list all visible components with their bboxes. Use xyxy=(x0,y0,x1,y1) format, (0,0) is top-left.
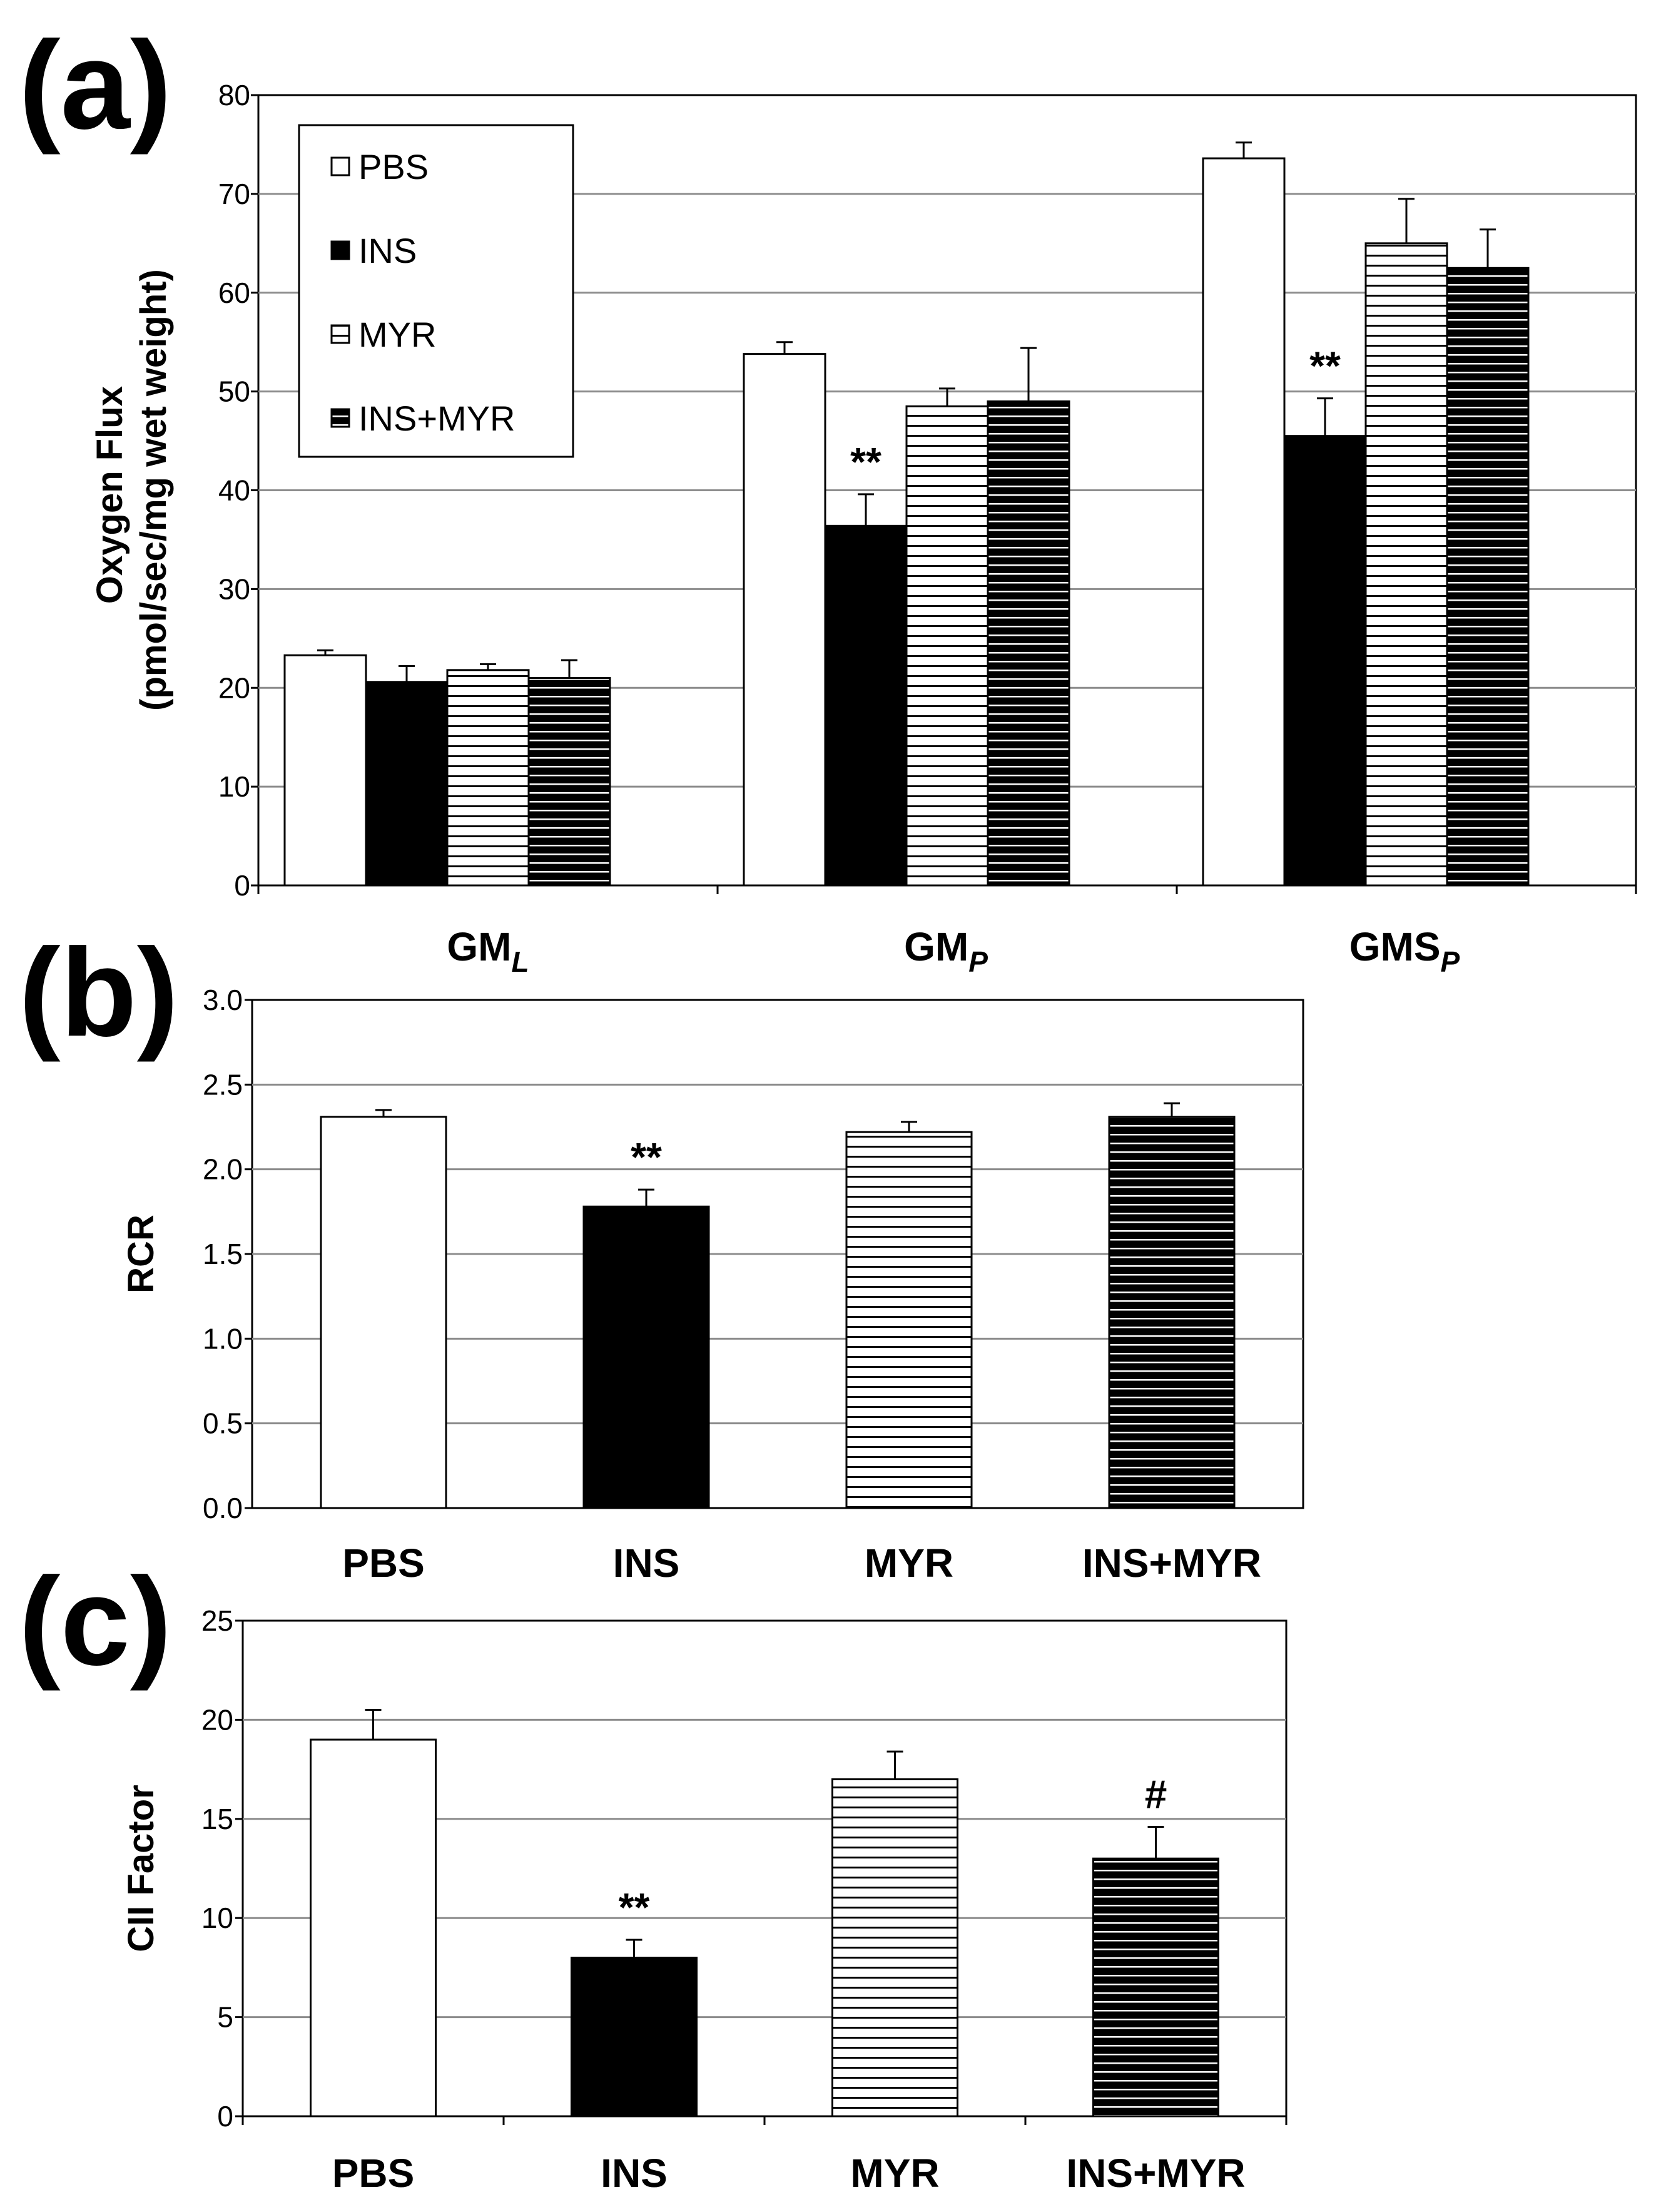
bar-pbs-gmsp xyxy=(1202,157,1286,887)
panel-a-category-gm-l: GML xyxy=(447,924,529,978)
bar-ins-gml xyxy=(365,681,449,887)
panel-b-category-myr: MYR xyxy=(865,1541,953,1586)
panel-c-label: (c) xyxy=(19,1552,171,1691)
panel-c-y-tick-label: 15 xyxy=(201,1803,233,1835)
panel-a-bars: ** ** xyxy=(283,141,1530,887)
legend-label-ins-myr: INS+MYR xyxy=(358,399,516,438)
bar-ins xyxy=(571,1957,698,2118)
panel-a-category-gm-p-base: GM xyxy=(904,924,968,969)
panel-a-category-gm-l-sub: L xyxy=(511,945,529,978)
panel-c-category-ins-myr: INS+MYR xyxy=(1066,2151,1245,2196)
panel-a-category-gm-p: GMP xyxy=(904,924,988,978)
bar-ins-myr-gmsp xyxy=(1446,267,1530,887)
bar-myr xyxy=(845,1131,973,1509)
panel-a-category-gms-p-base: GMS xyxy=(1349,924,1441,969)
panel-c-y-tick-label: 5 xyxy=(217,2001,233,2034)
panel-a: (a) ** ** 0 10 20 30 40 50 60 70 80 Oxygen Flux (… xyxy=(19,16,1637,978)
bar-myr-gmp xyxy=(905,405,989,887)
legend-swatch-ins xyxy=(330,240,350,260)
bar-ins-myr-gmp xyxy=(987,400,1070,887)
significance-marker-ins: ** xyxy=(631,1134,662,1180)
panel-a-y-tick-label: 50 xyxy=(218,375,250,408)
bar-ins-gmp xyxy=(824,524,908,887)
panel-a-y-axis-title: Oxygen Flux (pmol/sec/mg wet weight) xyxy=(89,269,174,711)
legend-swatch-myr xyxy=(330,324,350,344)
legend-label-pbs: PBS xyxy=(358,147,429,186)
panel-c-y-tick-label: 0 xyxy=(217,2100,233,2133)
panel-a-label: (a) xyxy=(19,16,171,155)
panel-a-y-axis-title-line1: Oxygen Flux xyxy=(89,386,130,604)
panel-a-y-axis-title-line2: (pmol/sec/mg wet weight) xyxy=(133,269,174,711)
bar-pbs-gmp xyxy=(743,353,826,887)
significance-marker-ins-gmsp: ** xyxy=(1309,344,1341,389)
bar-ins-myr xyxy=(1108,1116,1236,1509)
panel-b-y-tick-label: 2.5 xyxy=(203,1068,243,1101)
panel-a-category-gms-p-sub: P xyxy=(1441,945,1460,978)
legend-label-ins: INS xyxy=(358,231,417,270)
bar-myr xyxy=(831,1778,958,2118)
bar-pbs-gml xyxy=(283,654,367,887)
panel-b-y-tick-label: 0.0 xyxy=(203,1492,243,1524)
panel-c-y-axis-title: CII Factor xyxy=(121,1785,161,1952)
panel-b-category-ins: INS xyxy=(613,1541,680,1586)
panel-a-category-gm-p-sub: P xyxy=(968,945,988,978)
panel-b-y-tick-label: 1.5 xyxy=(203,1238,243,1270)
panel-b-y-tick-label: 0.5 xyxy=(203,1407,243,1440)
panel-a-axes: 0 10 20 30 40 50 60 70 80 xyxy=(218,79,1637,902)
panel-c-category-pbs: PBS xyxy=(332,2151,415,2196)
panel-c-bars: ** # xyxy=(310,1709,1219,2118)
panel-b-category-ins-myr: INS+MYR xyxy=(1082,1541,1261,1586)
panel-b-y-axis-title: RCR xyxy=(121,1215,161,1293)
panel-a-y-tick-label: 80 xyxy=(218,79,250,111)
panel-a-y-tick-label: 10 xyxy=(218,770,250,803)
panel-a-y-tick-label: 0 xyxy=(234,869,250,902)
bar-ins-myr xyxy=(1092,1857,1219,2118)
panel-b-label: (b) xyxy=(19,923,178,1063)
significance-marker-ins-myr: # xyxy=(1145,1771,1167,1817)
bar-pbs xyxy=(320,1116,447,1509)
significance-marker-ins: ** xyxy=(619,1885,650,1930)
bar-myr-gmsp xyxy=(1364,242,1448,887)
panel-a-y-tick-label: 20 xyxy=(218,671,250,704)
panel-c-axes: 0 5 10 15 20 25 PBS INS MYR INS+MYR xyxy=(201,1604,1288,2196)
bar-ins-myr-gml xyxy=(527,676,611,887)
panel-c-y-tick-label: 20 xyxy=(201,1703,233,1736)
panel-a-y-tick-label: 70 xyxy=(218,178,250,210)
panel-c: (c) ** # 0 5 10 15 20 25 PBS INS MYR INS+MYR CII F… xyxy=(19,1552,1288,2196)
legend-label-myr: MYR xyxy=(358,315,436,354)
panel-b: (b) ** 0.0 0.5 1.0 1.5 2.0 2.5 3.0 PBS INS MYR INS… xyxy=(19,923,1304,1586)
panel-b-category-pbs: PBS xyxy=(342,1541,425,1586)
bar-ins xyxy=(582,1205,710,1509)
panel-b-y-tick-label: 3.0 xyxy=(203,984,243,1016)
legend-box xyxy=(298,124,574,458)
panel-c-category-ins: INS xyxy=(601,2151,668,2196)
legend-swatch-pbs xyxy=(330,156,350,176)
panel-a-y-tick-label: 60 xyxy=(218,277,250,309)
bar-myr-gml xyxy=(446,669,530,887)
panel-b-axes: 0.0 0.5 1.0 1.5 2.0 2.5 3.0 PBS INS MYR INS+MYR xyxy=(203,984,1303,1586)
panel-a-y-tick-label: 30 xyxy=(218,573,250,605)
panel-b-y-tick-label: 2.0 xyxy=(203,1153,243,1186)
panel-a-y-tick-label: 40 xyxy=(218,474,250,507)
significance-marker-ins-gmp: ** xyxy=(850,439,881,484)
panel-a-category-gms-p: GMSP xyxy=(1349,924,1460,978)
panel-a-category-gm-l-base: GM xyxy=(447,924,511,969)
panel-b-bars: ** xyxy=(320,1102,1236,1509)
panel-c-y-tick-label: 25 xyxy=(201,1604,233,1637)
panel-c-y-tick-label: 10 xyxy=(201,1902,233,1934)
legend: PBS INS MYR INS+MYR xyxy=(298,124,574,458)
panel-b-y-tick-label: 1.0 xyxy=(203,1322,243,1355)
bar-ins-gmsp xyxy=(1283,435,1367,887)
bar-pbs xyxy=(310,1738,437,2118)
panel-c-category-myr: MYR xyxy=(850,2151,939,2196)
legend-swatch-ins-myr xyxy=(330,408,350,428)
